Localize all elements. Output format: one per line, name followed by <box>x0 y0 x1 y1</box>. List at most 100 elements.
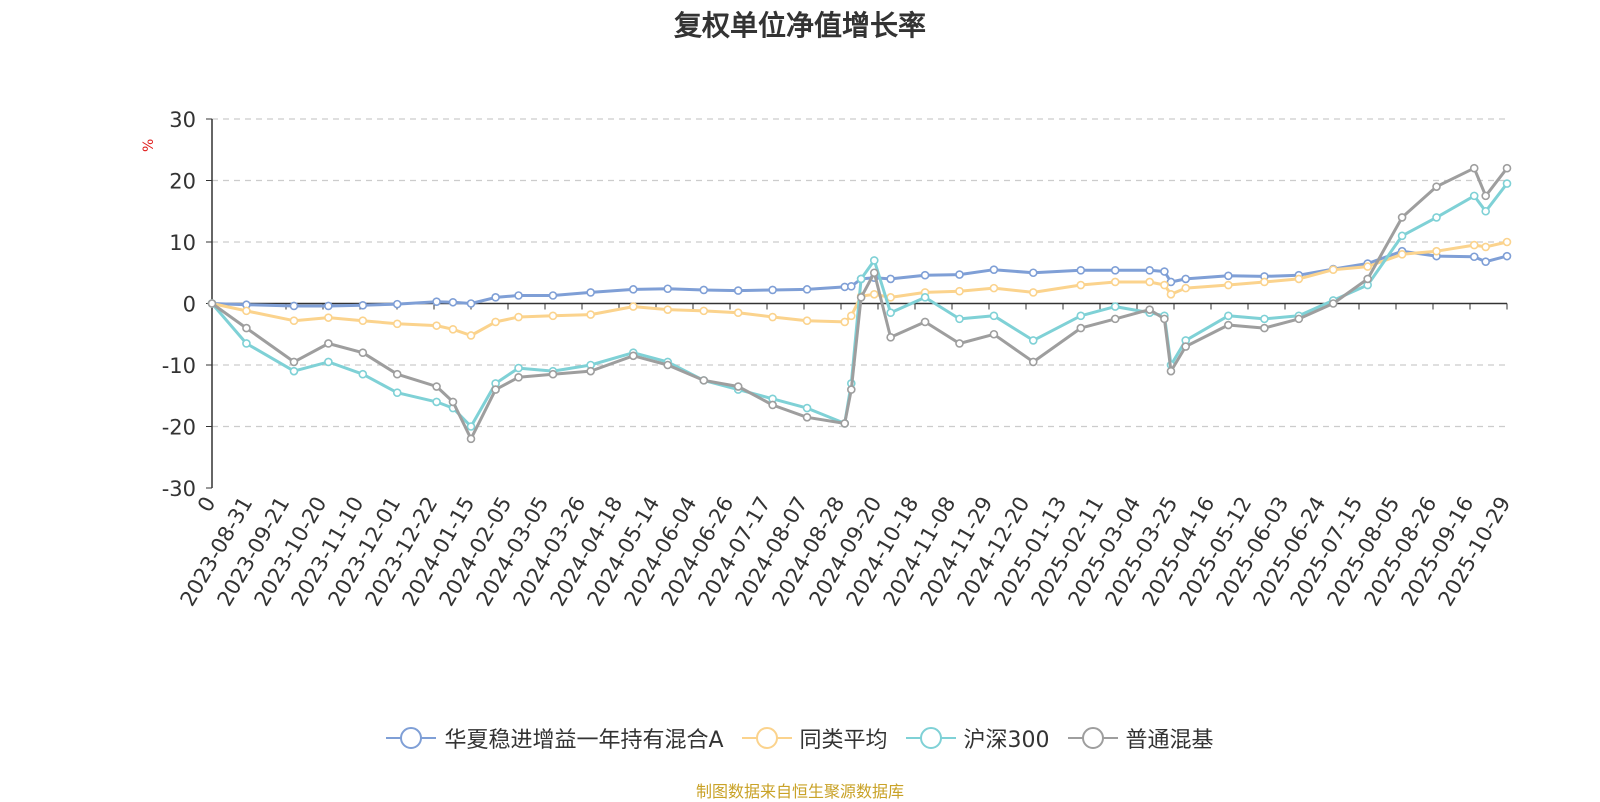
series-point-3 <box>514 372 523 382</box>
series-point-3 <box>1110 314 1120 324</box>
series-point-1 <box>1432 246 1441 256</box>
series-point-1 <box>1397 250 1407 259</box>
series-point-3 <box>628 351 638 361</box>
series-point-3 <box>886 333 895 342</box>
series-point-2 <box>324 357 333 367</box>
legend-swatch <box>386 726 437 750</box>
series-point-2 <box>432 397 441 407</box>
series-point-2 <box>514 363 523 373</box>
legend-item-3[interactable]: 普通混基 <box>1067 722 1214 754</box>
series-point-1 <box>1481 242 1490 252</box>
label-layer: -30-20-10010203002023-08-312023-09-21202… <box>162 108 1516 610</box>
series-point-0 <box>491 293 500 302</box>
series-point-1 <box>392 319 402 329</box>
legend-item-0[interactable]: 华夏稳进增益一年持有混合A <box>386 722 724 754</box>
series-point-3 <box>1224 320 1233 330</box>
series-point-2 <box>1432 213 1441 222</box>
series-point-3 <box>989 329 999 339</box>
series-point-0 <box>548 291 558 300</box>
series-point-3 <box>1469 163 1479 173</box>
series-point-0 <box>289 301 299 311</box>
series-point-2 <box>955 314 964 324</box>
series-point-0 <box>886 274 895 284</box>
series-point-3 <box>242 323 251 333</box>
series-point-1 <box>548 311 558 321</box>
series-point-2 <box>1397 231 1407 241</box>
series-point-2 <box>1028 336 1038 345</box>
legend-item-1[interactable]: 同类平均 <box>741 722 888 754</box>
series-point-1 <box>802 316 812 326</box>
legend-label: 普通混基 <box>1125 728 1214 753</box>
series-point-1 <box>886 293 895 302</box>
series-point-0 <box>1469 252 1479 262</box>
series-point-0 <box>1166 277 1176 287</box>
series-point-3 <box>768 400 777 410</box>
legend-swatch <box>905 726 956 750</box>
series-point-3 <box>466 434 476 444</box>
series-point-3 <box>1294 314 1304 324</box>
series-point-3 <box>1181 342 1191 351</box>
series-point-2 <box>392 388 402 397</box>
series-point-2 <box>242 339 251 348</box>
series-point-3 <box>1260 323 1269 333</box>
series-point-1 <box>989 283 999 293</box>
series-point-1 <box>358 316 368 326</box>
series-point-2 <box>1260 314 1269 324</box>
series-point-1 <box>324 313 333 322</box>
series-point-0 <box>920 270 930 280</box>
series-point-2 <box>989 311 999 321</box>
series-point-0 <box>466 299 476 308</box>
series-point-3 <box>289 357 299 367</box>
legend-swatch <box>1067 726 1118 750</box>
series-point-1 <box>663 305 673 314</box>
series-point-3 <box>392 369 402 379</box>
series-point-1 <box>1181 283 1191 293</box>
series-point-3 <box>847 385 856 394</box>
series-point-0 <box>358 301 368 310</box>
series-point-2 <box>1110 302 1120 311</box>
series-point-3 <box>1166 366 1176 376</box>
series-point-2 <box>886 308 895 318</box>
series-point-3 <box>324 339 333 348</box>
series-point-0 <box>1160 267 1169 276</box>
series-point-0 <box>1181 274 1191 284</box>
series-point-0 <box>448 297 458 307</box>
series-point-3 <box>207 299 217 308</box>
series-point-3 <box>1160 314 1169 324</box>
series-point-3 <box>358 348 368 358</box>
legend-label: 沪深300 <box>963 728 1050 753</box>
legend-item-2[interactable]: 沪深300 <box>905 722 1050 754</box>
legend: 华夏稳进增益一年持有混合A 同类平均 沪深300 普通混基 <box>0 722 1600 754</box>
series-point-0 <box>1224 271 1233 281</box>
y-tick-label: 20 <box>169 170 196 194</box>
series-point-1 <box>733 308 743 318</box>
series-point-1 <box>1502 237 1512 247</box>
series-point-1 <box>1328 265 1338 274</box>
series-point-1 <box>432 321 441 330</box>
series-point-3 <box>1502 163 1512 173</box>
series-point-3 <box>432 382 441 391</box>
legend-label: 华夏稳进增益一年持有混合A <box>444 728 724 753</box>
legend-swatch <box>741 726 792 750</box>
series-point-2 <box>1469 191 1479 201</box>
series-point-3 <box>1432 182 1441 191</box>
series-point-1 <box>628 302 638 311</box>
series-point-0 <box>955 270 964 279</box>
series-point-3 <box>699 376 709 385</box>
series-point-1 <box>847 311 856 321</box>
series-point-3 <box>856 293 866 302</box>
series-point-0 <box>432 297 441 306</box>
series-point-0 <box>733 286 743 295</box>
series-point-3 <box>869 268 879 278</box>
series-point-2 <box>1076 311 1086 321</box>
series-point-1 <box>768 312 777 322</box>
series-point-1 <box>955 286 964 296</box>
series-point-1 <box>448 325 458 334</box>
grid-layer <box>212 118 1507 428</box>
series-point-3 <box>840 419 850 428</box>
series-point-1 <box>1224 280 1233 290</box>
series-point-1 <box>1028 288 1038 297</box>
series-point-3 <box>1363 274 1372 284</box>
source-note: 制图数据来自恒生聚源数据库 <box>695 782 904 801</box>
